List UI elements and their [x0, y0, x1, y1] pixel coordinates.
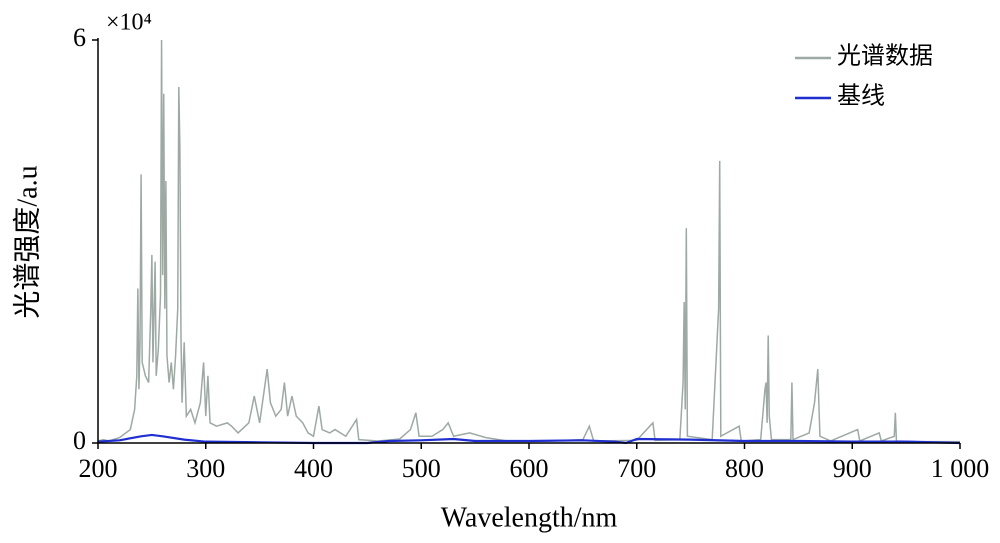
- series-line: [97, 39, 960, 443]
- x-tick-label: 400: [294, 454, 333, 483]
- y-tick-label: 0: [73, 426, 86, 455]
- x-tick-label: 900: [833, 454, 872, 483]
- x-tick-label: 800: [725, 454, 764, 483]
- x-tick-label: 700: [617, 454, 656, 483]
- y-multiplier: ×10⁴: [106, 10, 152, 36]
- legend-label: 光谱数据: [837, 43, 933, 70]
- x-tick-label: 500: [402, 454, 441, 483]
- y-axis-label: 光谱强度/a.u: [11, 165, 43, 318]
- x-tick-label: 1 000: [931, 454, 990, 483]
- x-tick-label: 300: [186, 454, 225, 483]
- x-axis-label: Wavelength/nm: [441, 502, 618, 533]
- x-tick-label: 200: [79, 454, 118, 483]
- series-line: [97, 433, 961, 445]
- y-tick-label: 6: [73, 23, 86, 52]
- legend-label: 基线: [837, 83, 885, 110]
- x-tick-label: 600: [510, 454, 549, 483]
